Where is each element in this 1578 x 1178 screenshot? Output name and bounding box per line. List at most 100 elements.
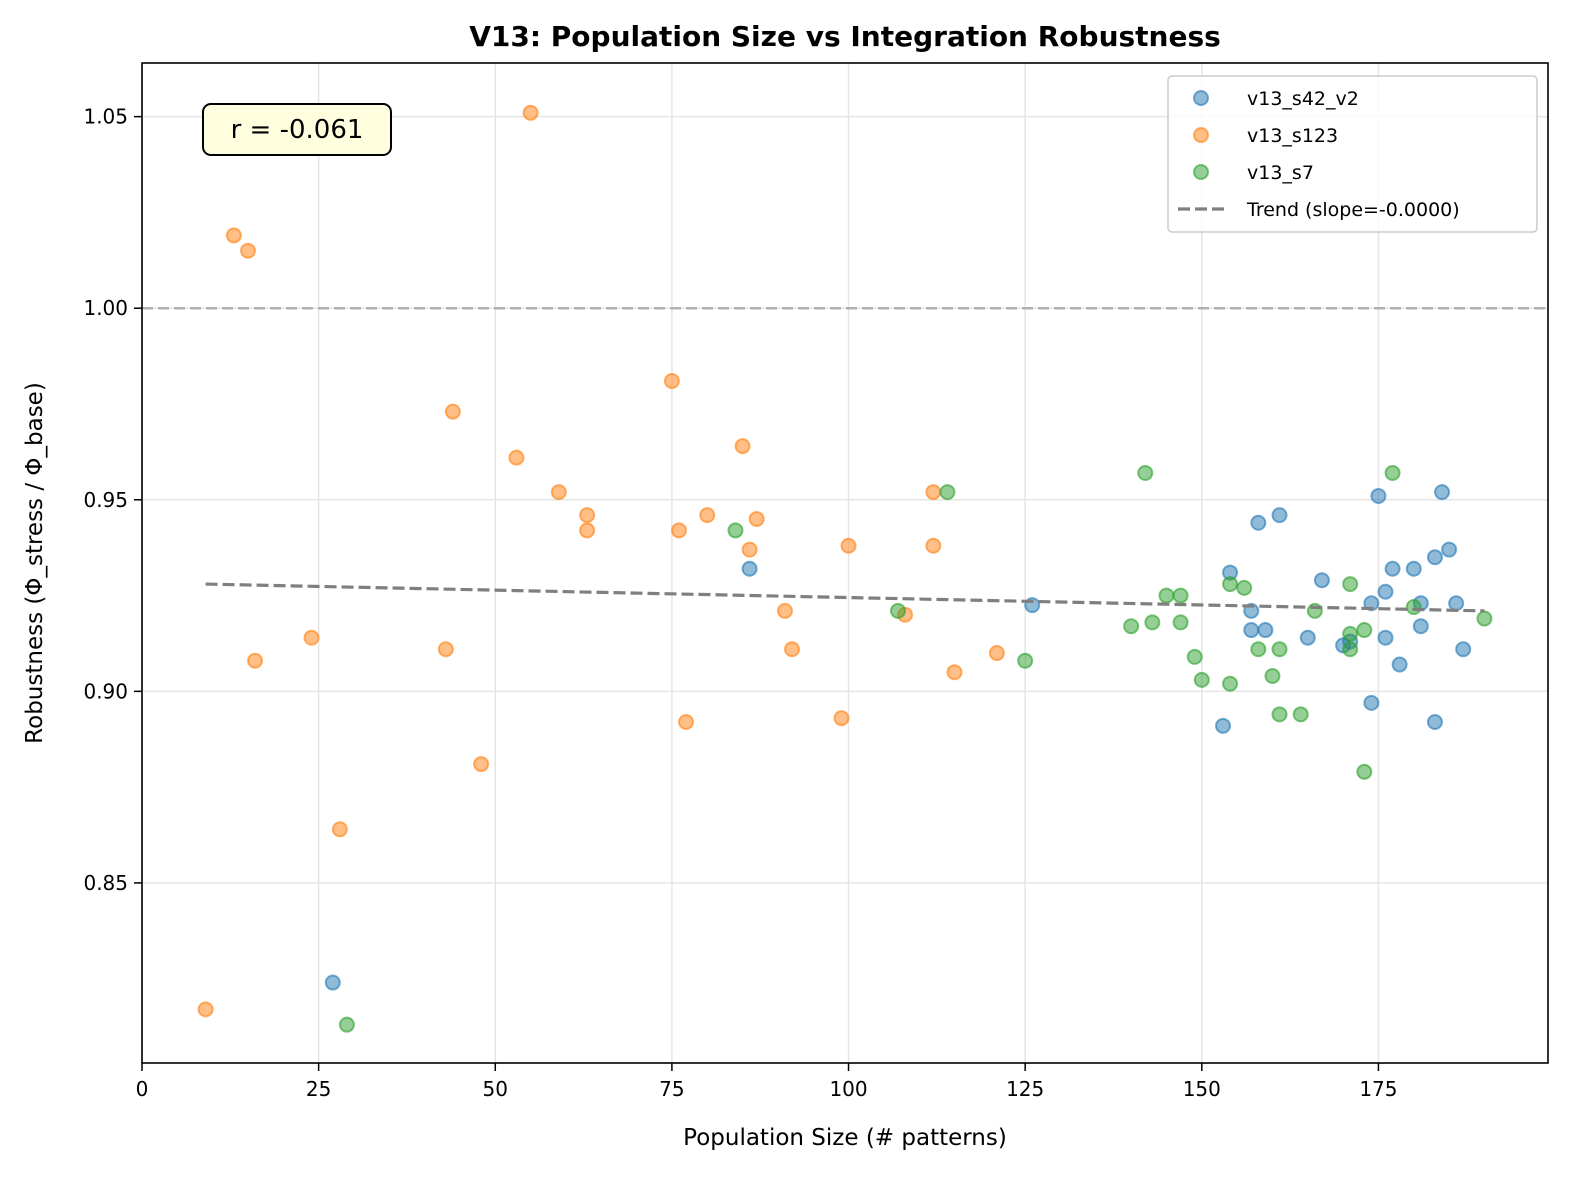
data-point <box>338 1016 355 1033</box>
data-point <box>1384 560 1401 577</box>
data-point <box>239 242 256 259</box>
data-point <box>197 1001 214 1018</box>
data-point <box>741 560 758 577</box>
data-point <box>1363 595 1380 612</box>
data-point <box>1384 464 1401 481</box>
legend-marker-v13_s42_v2 <box>1193 90 1209 106</box>
data-point <box>1426 549 1443 566</box>
x-tick-label: 75 <box>659 1077 684 1101</box>
data-point <box>748 510 765 527</box>
x-tick-label: 175 <box>1359 1077 1397 1101</box>
data-point <box>1186 648 1203 665</box>
data-point <box>776 602 793 619</box>
data-point <box>1370 487 1387 504</box>
x-tick-label: 150 <box>1183 1077 1221 1101</box>
x-tick-label: 125 <box>1006 1077 1044 1101</box>
x-tick-label: 50 <box>483 1077 508 1101</box>
x-tick-label: 0 <box>136 1077 149 1101</box>
data-point <box>225 227 242 244</box>
data-point <box>1405 599 1422 616</box>
data-point <box>1405 560 1422 577</box>
legend-label: Trend (slope=-0.0000) <box>1246 199 1460 221</box>
data-point <box>734 438 751 455</box>
data-point <box>1144 614 1161 631</box>
legend: v13_s42_v2 v13_s123 v13_s7 Trend (slope=-0.… <box>1167 75 1538 233</box>
data-point <box>1356 763 1373 780</box>
series-v13_s7 <box>338 464 1493 1033</box>
y-axis-ticks: 0.85 0.90 0.95 1.00 1.05 <box>83 105 142 895</box>
legend-label: v13_s123 <box>1247 125 1338 147</box>
trend-line <box>205 582 1485 613</box>
data-points <box>197 104 1493 1033</box>
data-point <box>550 484 567 501</box>
data-point <box>1264 668 1281 685</box>
data-point <box>1441 541 1458 558</box>
data-point <box>663 373 680 390</box>
data-point <box>1271 706 1288 723</box>
data-point <box>1271 507 1288 524</box>
data-point <box>833 710 850 727</box>
data-point <box>444 403 461 420</box>
data-point <box>1214 717 1231 734</box>
data-point <box>1391 656 1408 673</box>
annotation-text: r = -0.061 <box>231 115 364 145</box>
data-point <box>1476 610 1493 627</box>
data-point <box>1172 587 1189 604</box>
x-tick-label: 100 <box>829 1077 867 1101</box>
legend-frame <box>1167 75 1538 233</box>
y-tick-label: 0.90 <box>83 679 128 703</box>
trend-line-group <box>205 582 1485 613</box>
data-point <box>1455 641 1472 658</box>
data-point <box>508 449 525 466</box>
data-point <box>699 507 716 524</box>
x-axis-label: Population Size (# patterns) <box>683 1125 1007 1151</box>
data-point <box>1313 572 1330 589</box>
data-point <box>1193 671 1210 688</box>
data-point <box>670 522 687 539</box>
data-point <box>678 714 695 731</box>
y-tick-label: 1.00 <box>83 296 128 320</box>
y-tick-label: 0.85 <box>83 871 128 895</box>
data-point <box>741 541 758 558</box>
data-point <box>1137 464 1154 481</box>
data-point <box>1434 484 1451 501</box>
data-point <box>324 974 341 991</box>
y-tick-label: 0.95 <box>83 488 128 512</box>
data-point <box>331 821 348 838</box>
data-point <box>939 484 956 501</box>
data-point <box>727 522 744 539</box>
data-point <box>1412 618 1429 635</box>
data-point <box>784 641 801 658</box>
data-point <box>1123 618 1140 635</box>
data-point <box>1257 622 1274 639</box>
data-point <box>1448 595 1465 612</box>
correlation-annotation: r = -0.061 <box>202 103 392 156</box>
series-v13_s42_v2 <box>324 484 1472 991</box>
data-point <box>579 507 596 524</box>
y-tick-label: 1.05 <box>83 105 128 129</box>
data-point <box>1222 576 1239 593</box>
data-point <box>473 756 490 773</box>
data-point <box>925 537 942 554</box>
data-point <box>1342 576 1359 593</box>
data-point <box>1017 652 1034 669</box>
data-point <box>1158 587 1175 604</box>
data-point <box>522 104 539 121</box>
data-point <box>889 602 906 619</box>
data-point <box>1250 641 1267 658</box>
x-axis-ticks: 0 25 50 75 100 125 150 175 <box>136 1063 1398 1101</box>
data-point <box>1363 694 1380 711</box>
data-point <box>303 629 320 646</box>
data-point <box>1377 583 1394 600</box>
data-point <box>437 641 454 658</box>
legend-items: v13_s42_v2 v13_s123 v13_s7 Trend (slope=-0.… <box>1178 88 1460 221</box>
x-tick-label: 25 <box>306 1077 331 1101</box>
data-point <box>1243 622 1260 639</box>
legend-marker-v13_s123 <box>1193 127 1209 143</box>
data-point <box>1222 675 1239 692</box>
y-axis-label: Robustness (Φ_stress / Φ_base) <box>22 382 48 744</box>
chart-title: V13: Population Size vs Integration Robu… <box>469 20 1221 53</box>
data-point <box>1292 706 1309 723</box>
data-point <box>925 484 942 501</box>
